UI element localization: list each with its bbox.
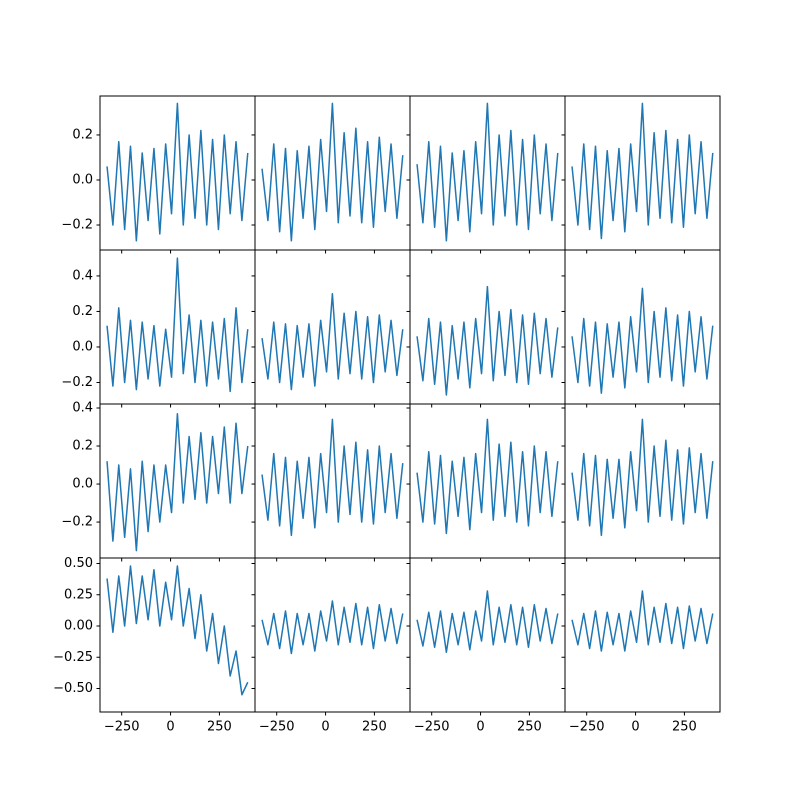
series-line: [261, 600, 404, 655]
series-line: [571, 287, 714, 394]
x-tick-label: −250: [259, 720, 295, 735]
axes-frame: [99, 557, 256, 713]
series-line: [106, 412, 249, 552]
series-line: [571, 418, 714, 537]
x-tick-label: 250: [362, 720, 387, 735]
series-line: [571, 102, 714, 240]
series-line: [106, 565, 249, 696]
x-tick-label: 250: [672, 720, 697, 735]
y-tick-label: 0.4: [72, 400, 93, 415]
x-tick-label: 0: [166, 720, 174, 735]
y-tick-label: 0.2: [72, 304, 93, 319]
x-tick-label: −250: [414, 720, 450, 735]
axes-frame: [409, 249, 566, 405]
y-tick-label: −0.2: [61, 515, 93, 530]
axes-frame: [564, 249, 721, 405]
y-tick-label: 0.0: [72, 172, 93, 187]
y-tick-label: 0.2: [72, 439, 93, 454]
x-tick-label: 0: [631, 720, 639, 735]
x-tick-label: −250: [569, 720, 605, 735]
series-line: [106, 257, 249, 393]
series-line: [416, 418, 559, 535]
x-tick-label: 250: [207, 720, 232, 735]
y-tick-label: 0.50: [64, 556, 93, 571]
series-line: [416, 285, 559, 396]
y-tick-label: 0.4: [72, 268, 93, 283]
series-line: [416, 102, 559, 242]
x-tick-label: 250: [517, 720, 542, 735]
y-tick-label: 0.25: [64, 587, 93, 602]
x-tick-label: 0: [476, 720, 484, 735]
x-tick-label: −250: [104, 720, 140, 735]
series-line: [416, 590, 559, 653]
y-tick-label: 0.0: [72, 339, 93, 354]
y-tick-label: 0.0: [72, 477, 93, 492]
series-line: [261, 418, 404, 537]
y-tick-label: 0.00: [64, 619, 93, 634]
y-tick-label: −0.25: [53, 650, 93, 665]
axes-frame: [254, 249, 411, 405]
y-tick-label: −0.50: [53, 681, 93, 696]
series-line: [261, 292, 404, 391]
y-tick-label: −0.2: [61, 375, 93, 390]
y-tick-label: −0.2: [61, 218, 93, 233]
series-line: [106, 102, 249, 242]
series-line: [261, 102, 404, 242]
y-tick-label: 0.2: [72, 127, 93, 142]
axes-frame: [564, 557, 721, 713]
x-tick-label: 0: [321, 720, 329, 735]
series-line: [571, 590, 714, 652]
